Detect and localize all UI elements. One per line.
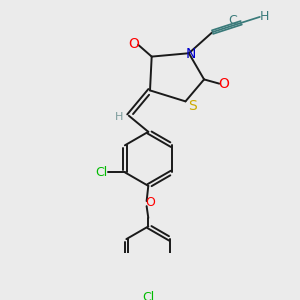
Text: N: N	[185, 47, 196, 61]
Text: C: C	[228, 14, 237, 27]
Text: H: H	[115, 112, 123, 122]
Text: O: O	[218, 76, 229, 91]
Text: S: S	[188, 99, 197, 112]
Text: O: O	[128, 37, 140, 51]
Text: Cl: Cl	[95, 166, 107, 179]
Text: H: H	[260, 10, 270, 22]
Text: O: O	[145, 196, 155, 209]
Text: Cl: Cl	[142, 291, 154, 300]
